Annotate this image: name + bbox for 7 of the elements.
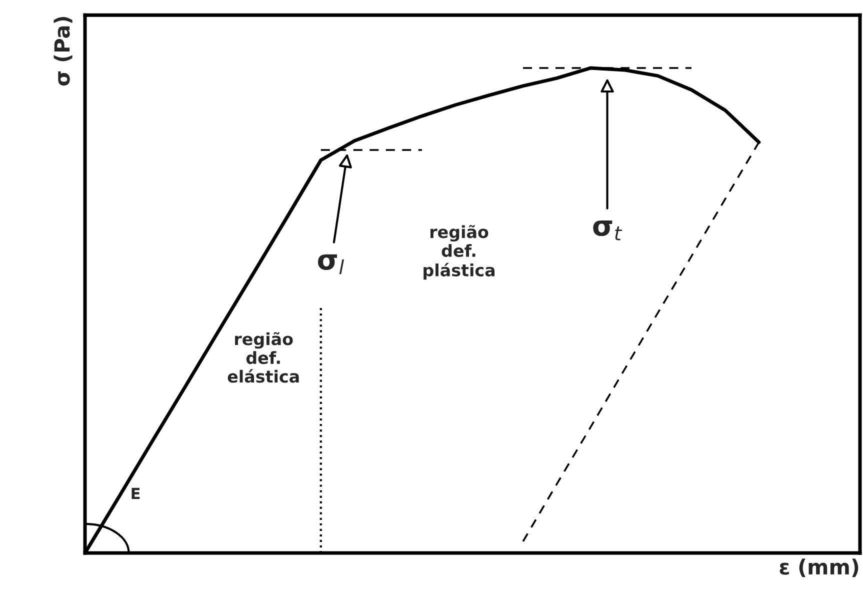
annotation: E bbox=[132, 488, 140, 500]
annotation: σ$_{l}$ bbox=[318, 254, 344, 274]
annotation: região def. plástica bbox=[424, 224, 495, 280]
annotation: σ$_{t}$ bbox=[593, 220, 622, 240]
annotation: região def. elástica bbox=[228, 332, 299, 383]
y-axis-title: σ (Pa) bbox=[54, 16, 72, 86]
x-axis-title: ε (mm) bbox=[780, 558, 858, 578]
